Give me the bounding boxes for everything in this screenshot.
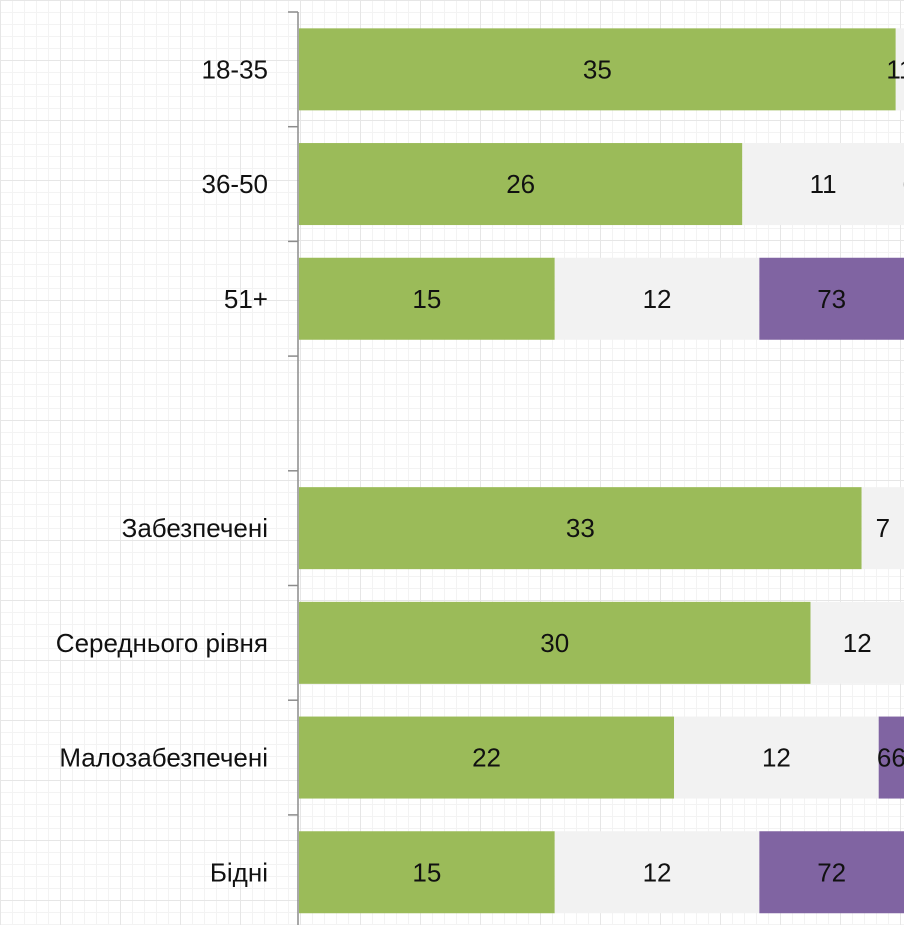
bar-segment: [759, 831, 904, 914]
data-label: 63: [902, 169, 904, 199]
category-label: Бідні: [210, 857, 268, 887]
data-label: 35: [583, 54, 612, 84]
data-label: 22: [472, 743, 501, 773]
bar-segment: [299, 257, 555, 340]
bar-segment: [878, 716, 904, 799]
category-label: 36-50: [202, 169, 269, 199]
data-label: 73: [817, 284, 846, 314]
data-label: 15: [412, 284, 441, 314]
bar-segment: [299, 487, 862, 570]
data-label: 26: [506, 169, 535, 199]
bar-segment: [742, 143, 904, 226]
bars: 3511542611631512733376130125822126615127…: [299, 28, 904, 914]
bar-segment: [299, 831, 555, 914]
category-label: Середнього рівня: [56, 628, 268, 658]
data-label: 66: [877, 743, 904, 773]
data-label: 11: [886, 54, 904, 84]
bar-segment: [554, 257, 760, 340]
category-labels: 18-35 36-50 51+ Забезпечені Середнього рівня…: [56, 54, 268, 887]
category-label: Забезпечені: [122, 513, 268, 543]
data-label: 12: [643, 284, 672, 314]
bar-segment: [861, 487, 904, 570]
bar-segment: [674, 716, 879, 799]
data-label: 12: [843, 628, 872, 658]
bar-segment: [299, 28, 896, 111]
data-label: 72: [817, 857, 846, 887]
bar-segment: [759, 257, 904, 340]
data-label: 15: [412, 857, 441, 887]
data-label: 33: [566, 513, 595, 543]
category-label: 51+: [224, 284, 268, 314]
data-label: 30: [540, 628, 569, 658]
bar-segment: [299, 601, 811, 684]
axis-ticks: [288, 11, 298, 816]
bar-segment: [299, 143, 743, 226]
bar-segment: [299, 716, 675, 799]
bar-segment: [554, 831, 760, 914]
category-label: 18-35: [202, 54, 269, 84]
data-label: 11: [810, 169, 837, 199]
data-label: 12: [643, 857, 672, 887]
data-label: 12: [762, 743, 791, 773]
category-label: Малозабезпечені: [59, 743, 268, 773]
data-label: 7: [876, 513, 890, 543]
bar-segment: [895, 28, 904, 111]
bar-segment: [810, 601, 904, 684]
